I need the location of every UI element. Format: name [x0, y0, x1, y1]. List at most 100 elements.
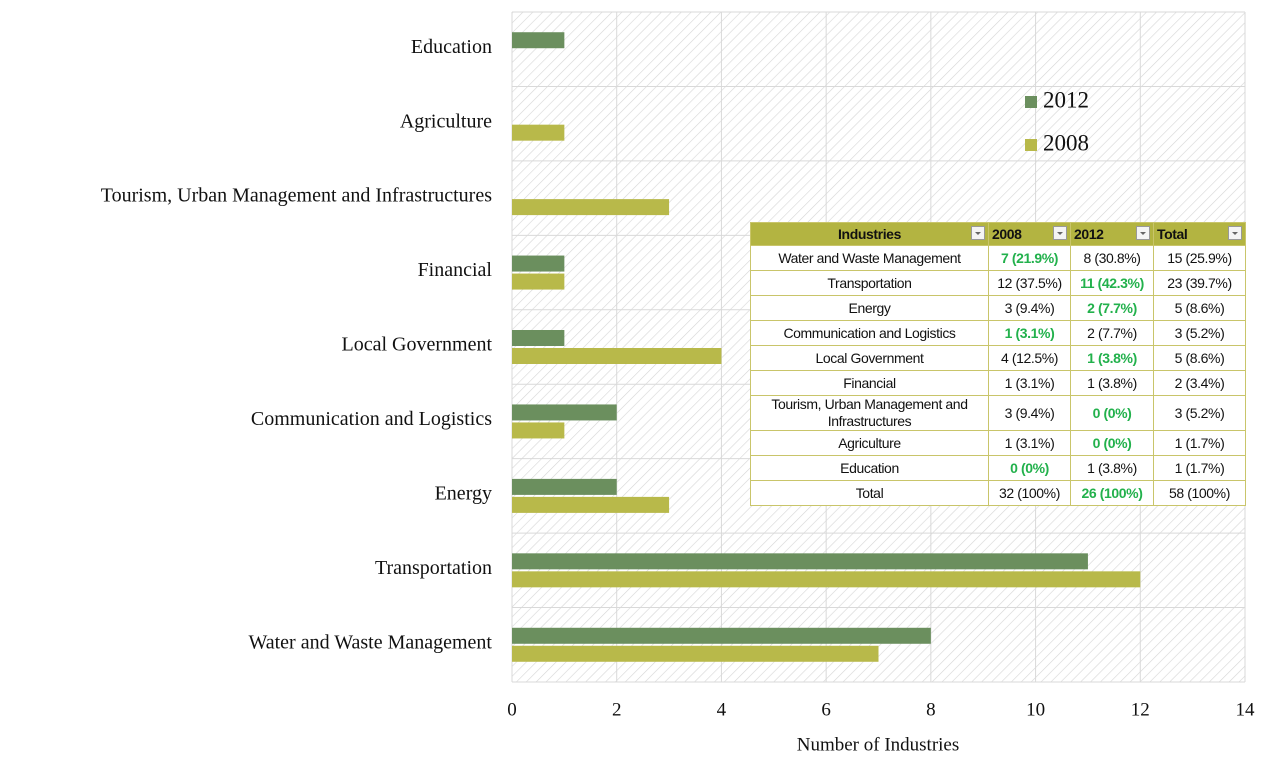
bar — [512, 124, 565, 141]
table-cell: 8 (30.8%) — [1070, 245, 1154, 271]
table-cell: 3 (9.4%) — [988, 295, 1071, 321]
table-cell: 11 (42.3%) — [1070, 270, 1154, 296]
table-cell: 5 (8.6%) — [1153, 345, 1246, 371]
table-cell: 3 (5.2%) — [1153, 395, 1246, 431]
table-row: Local Government 4 (12.5%) 1 (3.8%) 5 (8.6%… — [750, 345, 1246, 371]
table-cell: 2 (7.7%) — [1070, 320, 1154, 346]
table-header-cell: 2012 — [1070, 222, 1154, 246]
table-cell: 3 (9.4%) — [988, 395, 1071, 431]
bar — [512, 553, 1088, 570]
y-tick-label: Education — [411, 36, 492, 58]
table-cell: 58 (100%) — [1153, 480, 1246, 506]
table-cell: Financial — [750, 370, 989, 396]
table-row: Communication and Logistics 1 (3.1%) 2 (7.… — [750, 320, 1246, 346]
table-cell: 23 (39.7%) — [1153, 270, 1246, 296]
table-header-cell: Industries — [750, 222, 989, 246]
legend-label: 2008 — [1043, 130, 1089, 155]
filter-button[interactable] — [1228, 226, 1242, 240]
y-tick-label: Water and Waste Management — [248, 631, 492, 653]
x-tick-label: 4 — [717, 699, 727, 720]
table-cell: Energy — [750, 295, 989, 321]
bar — [512, 478, 617, 495]
table-row: Energy 3 (9.4%) 2 (7.7%) 5 (8.6%) — [750, 295, 1246, 321]
y-tick-label: Agriculture — [400, 110, 492, 132]
table-cell: 1 (3.8%) — [1070, 345, 1154, 371]
y-tick-label: Transportation — [375, 557, 492, 579]
table-cell: 0 (0%) — [1070, 430, 1154, 456]
legend-label: 2012 — [1043, 87, 1089, 112]
table-row: Financial 1 (3.1%) 1 (3.8%) 2 (3.4%) — [750, 370, 1246, 396]
table-header-row: Industries 2008 2012 Total — [750, 222, 1246, 246]
filter-button[interactable] — [1053, 226, 1067, 240]
bar — [512, 645, 879, 662]
table-cell: 1 (1.7%) — [1153, 430, 1246, 456]
x-tick-label: 14 — [1236, 699, 1256, 720]
bar — [512, 199, 670, 216]
table-cell: Education — [750, 455, 989, 481]
x-tick-label: 2 — [612, 699, 622, 720]
x-tick-label: 12 — [1131, 699, 1150, 720]
bar — [512, 496, 670, 513]
table-cell: Communication and Logistics — [750, 320, 989, 346]
bar — [512, 348, 722, 364]
table-cell: Water and Waste Management — [750, 245, 989, 271]
table-row: Water and Waste Management 7 (21.9%) 8 (30… — [750, 245, 1246, 271]
y-tick-label: Energy — [435, 482, 492, 504]
table-cell: 1 (1.7%) — [1153, 455, 1246, 481]
table-cell: 0 (0%) — [1070, 395, 1154, 431]
bar — [512, 255, 565, 272]
table-header-cell: 2008 — [988, 222, 1071, 246]
table-row: Total 32 (100%) 26 (100%) 58 (100%) — [750, 480, 1246, 506]
table-cell: 1 (3.1%) — [988, 370, 1071, 396]
bar — [512, 571, 1141, 588]
table-cell: 12 (37.5%) — [988, 270, 1071, 296]
bar — [512, 627, 931, 644]
table-row: Agriculture 1 (3.1%) 0 (0%) 1 (1.7%) — [750, 430, 1246, 456]
table-cell: 26 (100%) — [1070, 480, 1154, 506]
table-cell: 1 (3.8%) — [1070, 455, 1154, 481]
x-tick-label: 0 — [507, 699, 517, 720]
header-text: Total — [1157, 225, 1188, 242]
table-cell: 15 (25.9%) — [1153, 245, 1246, 271]
y-tick-label: Communication and Logistics — [251, 408, 492, 430]
table-cell: 4 (12.5%) — [988, 345, 1071, 371]
y-tick-label: Tourism, Urban Management and Infrastruc… — [101, 185, 492, 207]
bar — [512, 273, 565, 290]
bar — [512, 330, 565, 346]
legend-swatch — [1025, 96, 1037, 108]
table-cell: Agriculture — [750, 430, 989, 456]
bar — [512, 422, 565, 439]
header-text: 2008 — [992, 225, 1022, 242]
filter-button[interactable] — [971, 226, 985, 240]
table-cell: 1 (3.1%) — [988, 320, 1071, 346]
x-tick-label: 6 — [821, 699, 831, 720]
table-row: Transportation 12 (37.5%) 11 (42.3%) 23 (39… — [750, 270, 1246, 296]
x-axis-title: Number of Industries — [797, 734, 960, 755]
table-cell: Total — [750, 480, 989, 506]
table-cell: 1 (3.8%) — [1070, 370, 1154, 396]
y-tick-label: Financial — [418, 259, 493, 281]
filter-button[interactable] — [1136, 226, 1150, 240]
data-table: Industries 2008 2012 Total Water and Waste M… — [750, 222, 1246, 506]
table-cell: 32 (100%) — [988, 480, 1071, 506]
table-cell: 3 (5.2%) — [1153, 320, 1246, 346]
table-cell: Transportation — [750, 270, 989, 296]
header-text: 2012 — [1074, 225, 1104, 242]
table-cell: Tourism, Urban Management and Infrastruc… — [750, 395, 989, 431]
table-row: Tourism, Urban Management and Infrastruc… — [750, 395, 1246, 431]
x-tick-label: 10 — [1026, 699, 1045, 720]
bar — [512, 32, 565, 49]
table-cell: Local Government — [750, 345, 989, 371]
y-tick-label: Local Government — [342, 334, 493, 356]
legend-swatch — [1025, 139, 1037, 151]
table-header-cell: Total — [1153, 222, 1246, 246]
table-cell: 7 (21.9%) — [988, 245, 1071, 271]
header-text: Industries — [838, 225, 901, 242]
x-tick-label: 8 — [926, 699, 936, 720]
table-row: Education 0 (0%) 1 (3.8%) 1 (1.7%) — [750, 455, 1246, 481]
table-cell: 1 (3.1%) — [988, 430, 1071, 456]
bar — [512, 404, 617, 421]
table-cell: 2 (3.4%) — [1153, 370, 1246, 396]
table-cell: 0 (0%) — [988, 455, 1071, 481]
